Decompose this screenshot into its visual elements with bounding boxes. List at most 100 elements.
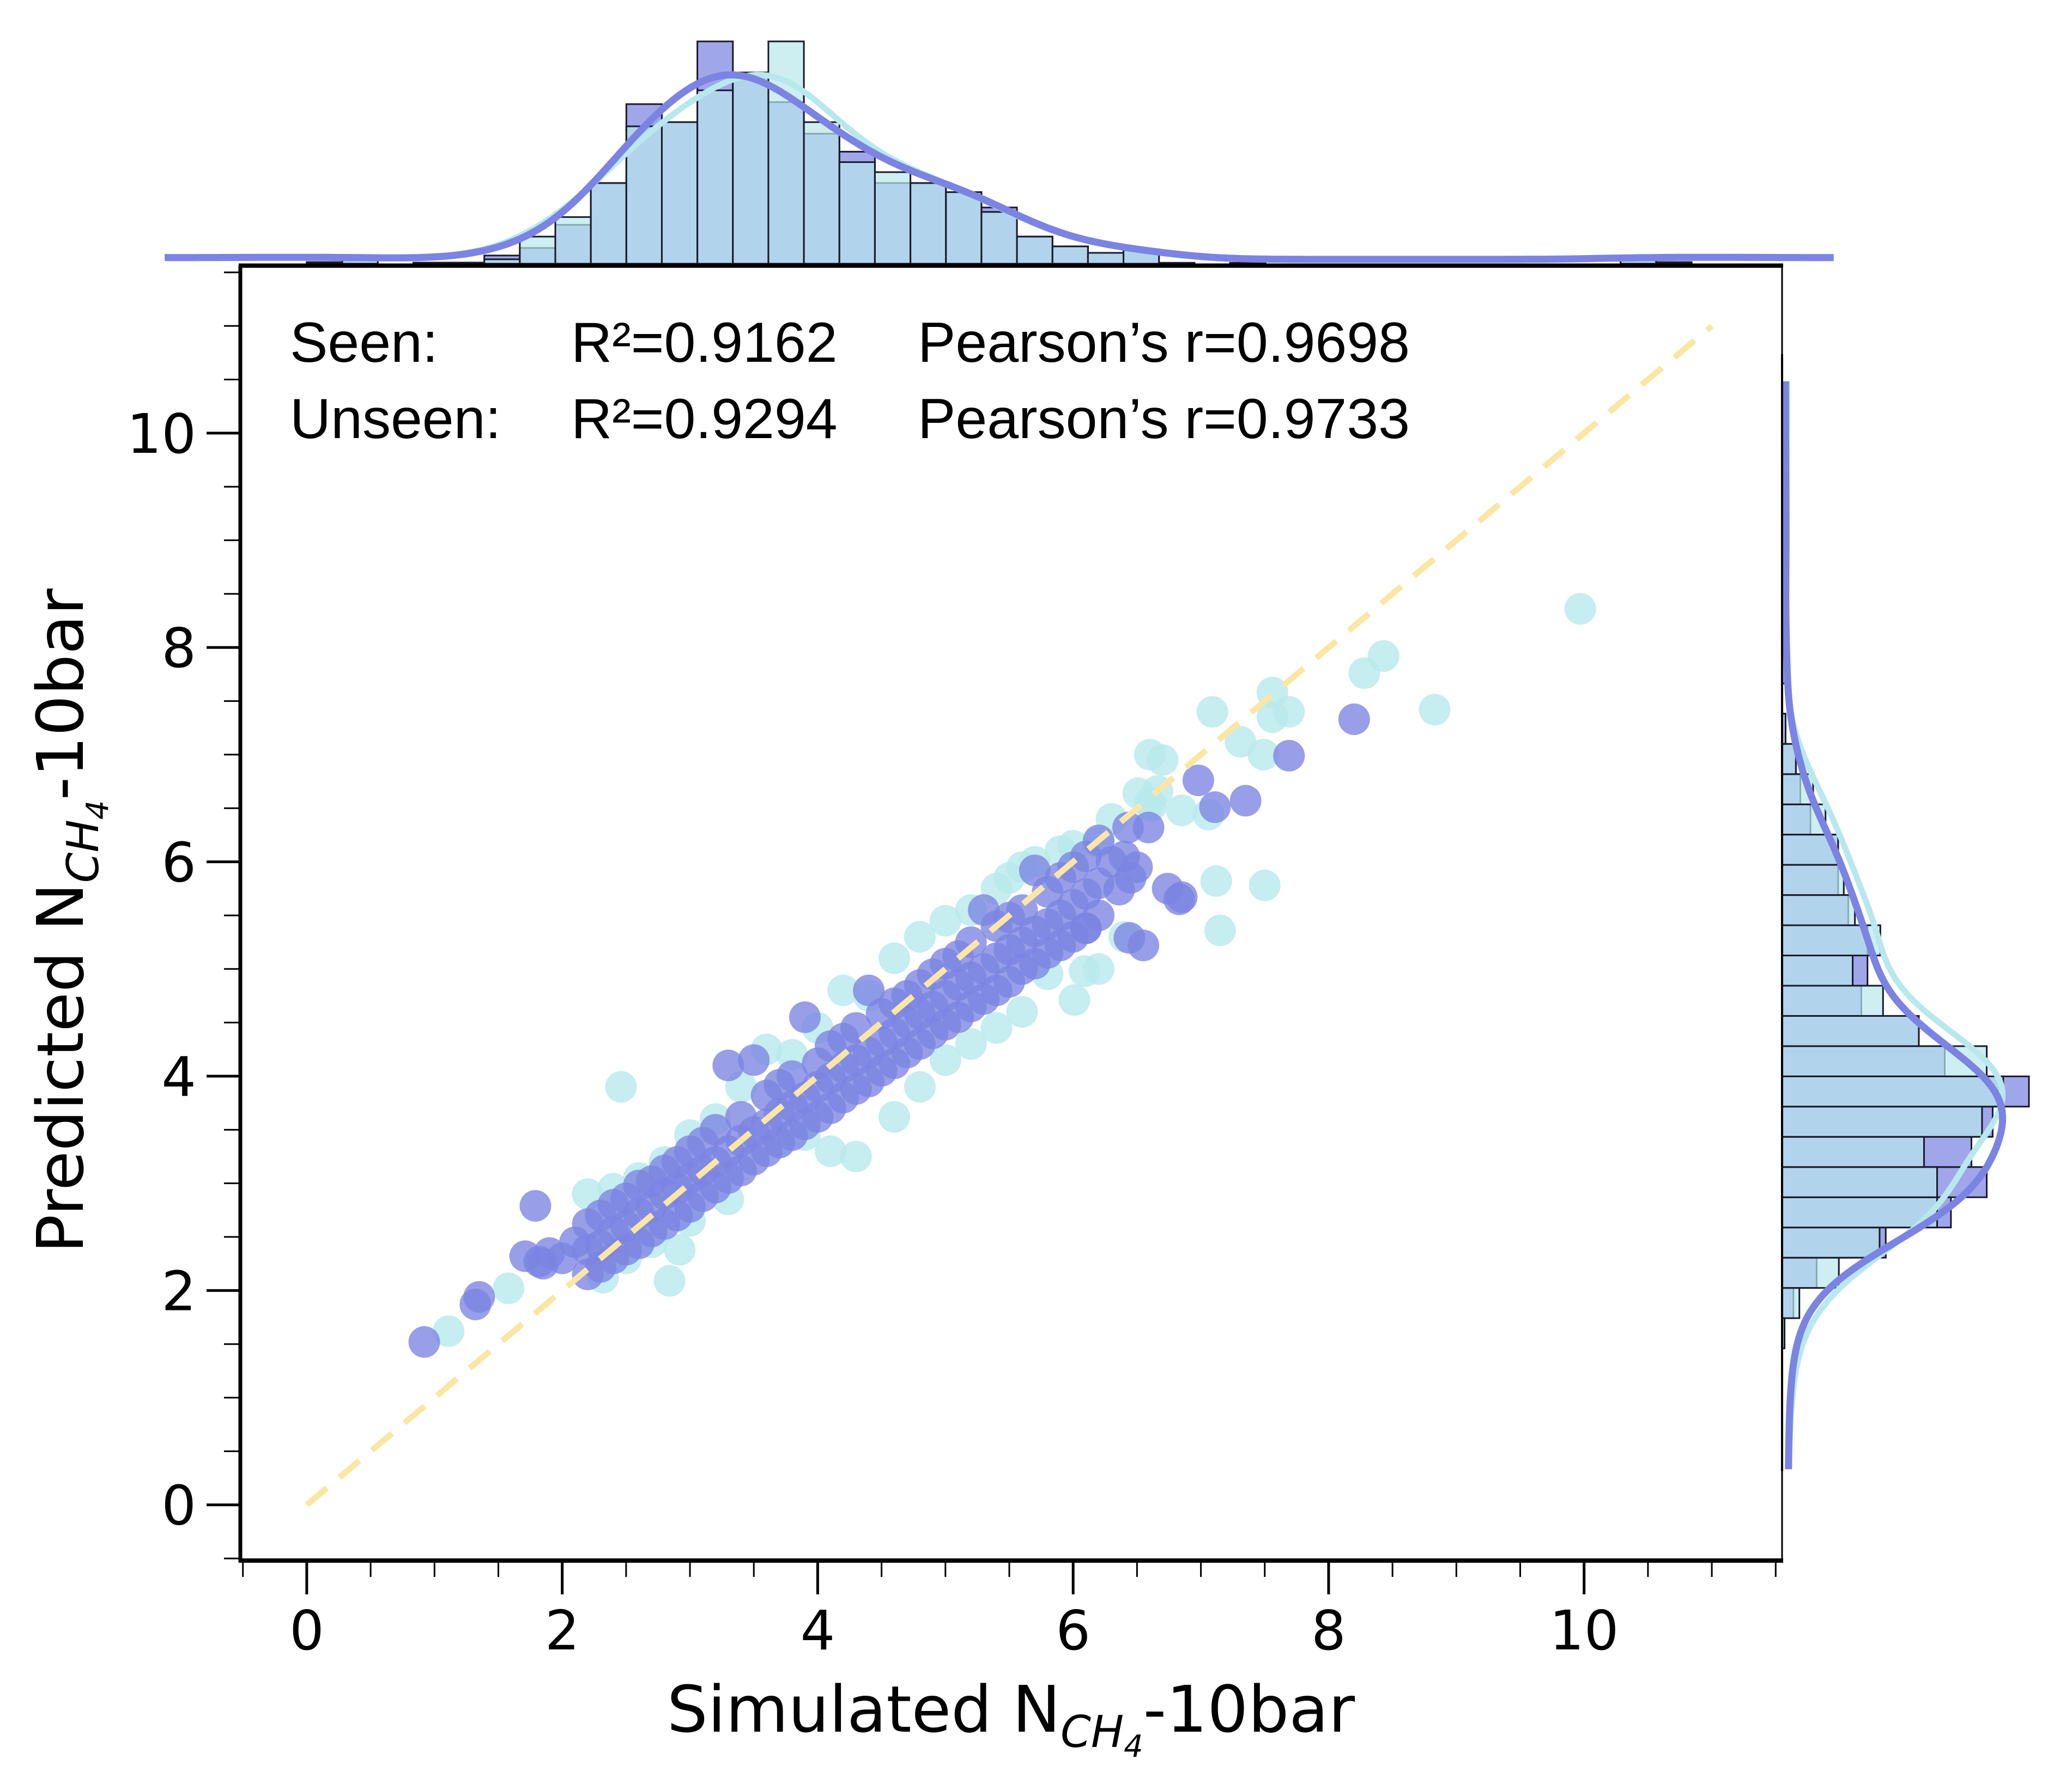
top-hist-bar [980,211,1018,265]
x-axis-label-main: Simulated N [667,1672,1061,1747]
top-hist-bar [1016,235,1053,265]
top-hist-bar [483,258,521,265]
right-hist-bar [1781,1075,2004,1108]
y-axis-label-main: Predicted N [23,883,98,1253]
scatter-point-unseen [929,905,961,937]
right-hist-bar [1781,864,1845,896]
scatter-point-unseen [879,942,911,974]
annotation-unseen-pearson: Pearson’s r=0.9733 [918,387,1410,451]
x-axis-label: Simulated NCH4-10bar [667,1672,1355,1764]
scatter-point-seen [1103,873,1135,906]
top-hist-bar [803,121,840,265]
top-hist-bar [732,71,770,265]
scatter-point-unseen [1256,701,1288,733]
x-axis-label-suffix: -10bar [1143,1672,1355,1747]
scatter-point-unseen [1083,953,1115,985]
y-tick-label: 0 [161,1474,196,1538]
top-hist-bar [696,89,734,265]
scatter-point-seen [789,1001,821,1033]
scatter-point-seen [955,926,987,958]
scatter-point-seen [408,1326,440,1358]
x-axis-label-subsub: 4 [1124,1729,1143,1764]
annotation-seen-label: Seen: [290,311,438,374]
scatter-point-seen [1338,703,1370,736]
right-hist-bar [1781,1287,1801,1319]
top-hist-bar [519,235,556,265]
x-tick-label: 2 [545,1599,580,1662]
x-tick-label: 10 [1549,1599,1619,1662]
right-hist-bar [1781,1106,1983,1138]
scatter-point-unseen [814,1135,846,1167]
y-axis-label-suffix: -10bar [23,588,98,800]
x-tick-label: 0 [289,1599,324,1662]
axis-ticks: 0 2 4 6 8 10 0 2 4 6 8 10 [127,271,1777,1662]
right-kde-seen [1782,381,2007,1470]
scatter-point-unseen [929,1044,961,1076]
y-axis-label-subsub: 4 [80,800,116,820]
right-hist-bar [1781,1227,1881,1259]
scatter-point-unseen [980,1012,1013,1044]
y-tick-label: 4 [161,1045,196,1109]
y-tick-label: 8 [161,616,196,680]
top-hist-bar [945,191,983,265]
scatter-point-seen [1199,791,1231,823]
top-hist-bar [838,161,876,265]
x-axis-label-sub: CH [1061,1707,1124,1757]
scatter-point-seen [1113,922,1146,954]
scatter-point-unseen [1564,593,1596,625]
scatter-point-seen [519,1190,552,1222]
x-tick-label: 8 [1311,1599,1346,1662]
top-hist-bar [1051,245,1089,265]
annotation-seen-r2: R²=0.9162 [571,311,838,374]
y-axis-label: Predicted NCH4-10bar [23,588,116,1253]
x-tick-label: 6 [1056,1599,1090,1662]
scatter-point-unseen [1348,657,1380,689]
top-hist-bar [910,182,947,265]
scatter-point-unseen [1166,794,1198,827]
scatter-point-unseen [1200,865,1232,897]
right-hist-bar [1781,1136,1925,1168]
right-hist-bar [1781,1196,1938,1229]
top-hist-bar [874,171,912,265]
right-marginal-histogram [1781,381,2030,1470]
scatter-point-seen [1121,851,1153,883]
series-seen [408,703,1370,1358]
y-tick-label: 2 [161,1259,196,1323]
scatter-point-unseen [433,1315,465,1348]
scatter-point-unseen [1204,914,1236,946]
scatter-point-unseen [827,974,859,1006]
identity-line [305,323,1714,1507]
top-kde-seen [165,71,1834,263]
scatter-point-unseen [1249,869,1281,901]
scatter-point-unseen [1058,984,1090,1016]
scatter-point-unseen [1134,787,1166,819]
right-hist-bar [1781,1015,1920,1047]
scatter-point-seen [738,1044,770,1076]
scatter-point-unseen [879,1101,911,1133]
scatter-point-unseen [493,1272,525,1304]
series-unseen [433,593,1596,1348]
scatter-point-unseen [653,1265,686,1297]
annotation-unseen: Unseen: R²=0.9294 Pearson’s r=0.9733 [290,387,1410,451]
scatter-point-unseen [904,921,936,953]
right-hist-bar [1781,1166,1938,1198]
top-hist-bar [661,121,699,265]
scatter-point-unseen [1225,726,1257,758]
scatter-point-seen [1182,764,1214,797]
top-marginal-histogram [165,40,1834,265]
scatter-point-unseen [1247,738,1280,770]
x-tick-label: 4 [801,1599,835,1662]
scatter-point-seen [712,1049,744,1082]
top-hist-bar [554,216,592,265]
right-hist-bar [1781,985,1884,1017]
scatter-points [408,593,1596,1358]
scatter-point-seen [853,974,885,1006]
annotation-seen-pearson: Pearson’s r=0.9698 [918,311,1410,374]
scatter-point-unseen [840,1140,872,1173]
scatter-point-unseen [1419,694,1451,726]
y-tick-label: 6 [161,831,196,895]
top-hist-bar [1087,252,1125,265]
scatter-point-unseen [1196,696,1228,728]
scatter-point-unseen [1006,996,1038,1028]
right-hist-bar [1781,955,1854,987]
